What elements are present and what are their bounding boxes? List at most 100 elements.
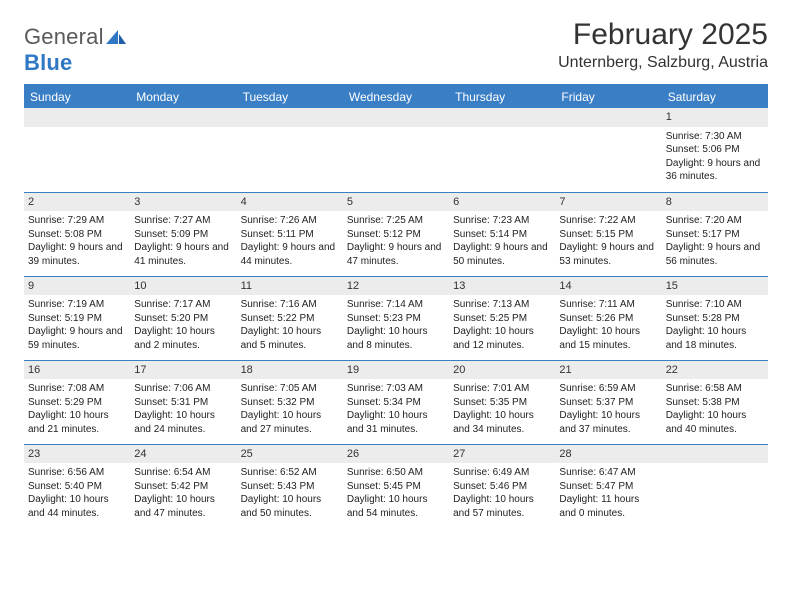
day-number: 1 xyxy=(662,108,768,127)
day-number: . xyxy=(449,108,555,127)
day-number: 23 xyxy=(24,445,130,464)
day-number: . xyxy=(343,108,449,127)
day-detail-line: Daylight: 10 hours and 47 minutes. xyxy=(134,493,232,520)
day-detail-line: Daylight: 10 hours and 50 minutes. xyxy=(241,493,339,520)
calendar-cell: 8Sunrise: 7:20 AMSunset: 5:17 PMDaylight… xyxy=(662,192,768,276)
day-detail-line: Sunrise: 7:06 AM xyxy=(134,382,232,396)
day-detail-line: Daylight: 10 hours and 40 minutes. xyxy=(666,409,764,436)
day-details: Sunrise: 6:59 AMSunset: 5:37 PMDaylight:… xyxy=(559,382,657,436)
day-detail-line: Daylight: 9 hours and 56 minutes. xyxy=(666,241,764,268)
day-detail-line: Sunrise: 6:49 AM xyxy=(453,466,551,480)
day-detail-line: Sunrise: 7:16 AM xyxy=(241,298,339,312)
day-header: Tuesday xyxy=(237,86,343,108)
calendar-cell: 21Sunrise: 6:59 AMSunset: 5:37 PMDayligh… xyxy=(555,360,661,444)
day-details: Sunrise: 7:26 AMSunset: 5:11 PMDaylight:… xyxy=(241,214,339,268)
day-detail-line: Sunset: 5:37 PM xyxy=(559,396,657,410)
day-detail-line: Daylight: 9 hours and 39 minutes. xyxy=(28,241,126,268)
day-detail-line: Sunrise: 7:22 AM xyxy=(559,214,657,228)
day-detail-line: Sunset: 5:26 PM xyxy=(559,312,657,326)
day-details: Sunrise: 7:05 AMSunset: 5:32 PMDaylight:… xyxy=(241,382,339,436)
day-detail-line: Daylight: 10 hours and 2 minutes. xyxy=(134,325,232,352)
calendar-row: 9Sunrise: 7:19 AMSunset: 5:19 PMDaylight… xyxy=(24,276,768,360)
day-detail-line: Daylight: 9 hours and 44 minutes. xyxy=(241,241,339,268)
calendar-cell: 12Sunrise: 7:14 AMSunset: 5:23 PMDayligh… xyxy=(343,276,449,360)
day-detail-line: Sunrise: 7:17 AM xyxy=(134,298,232,312)
calendar-cell: 28Sunrise: 6:47 AMSunset: 5:47 PMDayligh… xyxy=(555,444,661,528)
day-detail-line: Sunrise: 7:26 AM xyxy=(241,214,339,228)
day-detail-line: Sunset: 5:45 PM xyxy=(347,480,445,494)
day-detail-line: Sunset: 5:17 PM xyxy=(666,228,764,242)
calendar-cell: . xyxy=(343,108,449,192)
day-detail-line: Sunset: 5:47 PM xyxy=(559,480,657,494)
day-number: 19 xyxy=(343,361,449,380)
day-details: Sunrise: 7:06 AMSunset: 5:31 PMDaylight:… xyxy=(134,382,232,436)
day-details: Sunrise: 7:14 AMSunset: 5:23 PMDaylight:… xyxy=(347,298,445,352)
day-detail-line: Sunset: 5:25 PM xyxy=(453,312,551,326)
day-header: Sunday xyxy=(24,86,130,108)
day-detail-line: Sunset: 5:32 PM xyxy=(241,396,339,410)
day-detail-line: Sunrise: 6:54 AM xyxy=(134,466,232,480)
calendar-cell: . xyxy=(130,108,236,192)
day-number: 25 xyxy=(237,445,343,464)
calendar-head: Sunday Monday Tuesday Wednesday Thursday… xyxy=(24,86,768,108)
day-detail-line: Daylight: 10 hours and 5 minutes. xyxy=(241,325,339,352)
calendar-cell: 26Sunrise: 6:50 AMSunset: 5:45 PMDayligh… xyxy=(343,444,449,528)
day-number: 26 xyxy=(343,445,449,464)
day-number: 4 xyxy=(237,193,343,212)
day-details: Sunrise: 7:27 AMSunset: 5:09 PMDaylight:… xyxy=(134,214,232,268)
day-detail-line: Sunrise: 6:52 AM xyxy=(241,466,339,480)
day-details: Sunrise: 7:13 AMSunset: 5:25 PMDaylight:… xyxy=(453,298,551,352)
calendar-cell: 27Sunrise: 6:49 AMSunset: 5:46 PMDayligh… xyxy=(449,444,555,528)
day-detail-line: Daylight: 9 hours and 47 minutes. xyxy=(347,241,445,268)
calendar-cell: . xyxy=(237,108,343,192)
day-detail-line: Sunrise: 7:27 AM xyxy=(134,214,232,228)
day-detail-line: Daylight: 10 hours and 27 minutes. xyxy=(241,409,339,436)
calendar-cell: 11Sunrise: 7:16 AMSunset: 5:22 PMDayligh… xyxy=(237,276,343,360)
day-number: 16 xyxy=(24,361,130,380)
day-detail-line: Sunset: 5:19 PM xyxy=(28,312,126,326)
day-detail-line: Sunrise: 6:56 AM xyxy=(28,466,126,480)
day-number: 17 xyxy=(130,361,236,380)
day-detail-line: Daylight: 10 hours and 12 minutes. xyxy=(453,325,551,352)
day-number: 2 xyxy=(24,193,130,212)
location: Unternberg, Salzburg, Austria xyxy=(558,54,768,72)
day-detail-line: Sunrise: 7:29 AM xyxy=(28,214,126,228)
day-number: 15 xyxy=(662,277,768,296)
day-details: Sunrise: 7:08 AMSunset: 5:29 PMDaylight:… xyxy=(28,382,126,436)
day-header: Saturday xyxy=(662,86,768,108)
day-details: Sunrise: 6:54 AMSunset: 5:42 PMDaylight:… xyxy=(134,466,232,520)
day-details: Sunrise: 7:23 AMSunset: 5:14 PMDaylight:… xyxy=(453,214,551,268)
day-number: . xyxy=(237,108,343,127)
day-detail-line: Sunrise: 7:05 AM xyxy=(241,382,339,396)
day-detail-line: Sunrise: 6:47 AM xyxy=(559,466,657,480)
day-detail-line: Sunrise: 7:01 AM xyxy=(453,382,551,396)
day-detail-line: Sunset: 5:09 PM xyxy=(134,228,232,242)
day-number: 3 xyxy=(130,193,236,212)
day-number: 11 xyxy=(237,277,343,296)
day-number: 14 xyxy=(555,277,661,296)
calendar-cell: . xyxy=(555,108,661,192)
calendar-cell: 3 Sunrise: 7:27 AMSunset: 5:09 PMDaylight… xyxy=(130,192,236,276)
day-number: 22 xyxy=(662,361,768,380)
day-number: 18 xyxy=(237,361,343,380)
calendar-cell: 15Sunrise: 7:10 AMSunset: 5:28 PMDayligh… xyxy=(662,276,768,360)
day-detail-line: Sunset: 5:29 PM xyxy=(28,396,126,410)
day-detail-line: Daylight: 11 hours and 0 minutes. xyxy=(559,493,657,520)
day-header: Monday xyxy=(130,86,236,108)
day-details: Sunrise: 6:47 AMSunset: 5:47 PMDaylight:… xyxy=(559,466,657,520)
day-detail-line: Daylight: 10 hours and 24 minutes. xyxy=(134,409,232,436)
day-details: Sunrise: 7:29 AMSunset: 5:08 PMDaylight:… xyxy=(28,214,126,268)
day-detail-line: Sunset: 5:28 PM xyxy=(666,312,764,326)
day-details: Sunrise: 6:52 AMSunset: 5:43 PMDaylight:… xyxy=(241,466,339,520)
day-details: Sunrise: 7:11 AMSunset: 5:26 PMDaylight:… xyxy=(559,298,657,352)
calendar-cell: 20Sunrise: 7:01 AMSunset: 5:35 PMDayligh… xyxy=(449,360,555,444)
day-detail-line: Sunrise: 7:14 AM xyxy=(347,298,445,312)
day-detail-line: Sunset: 5:38 PM xyxy=(666,396,764,410)
day-details: Sunrise: 7:22 AMSunset: 5:15 PMDaylight:… xyxy=(559,214,657,268)
day-detail-line: Sunset: 5:35 PM xyxy=(453,396,551,410)
day-details: Sunrise: 7:30 AMSunset: 5:06 PMDaylight:… xyxy=(666,130,764,184)
calendar-cell: 5Sunrise: 7:25 AMSunset: 5:12 PMDaylight… xyxy=(343,192,449,276)
calendar-cell: 25 Sunrise: 6:52 AMSunset: 5:43 PMDayligh… xyxy=(237,444,343,528)
day-header: Friday xyxy=(555,86,661,108)
calendar-cell: 1 Sunrise: 7:30 AMSunset: 5:06 PMDaylight… xyxy=(662,108,768,192)
